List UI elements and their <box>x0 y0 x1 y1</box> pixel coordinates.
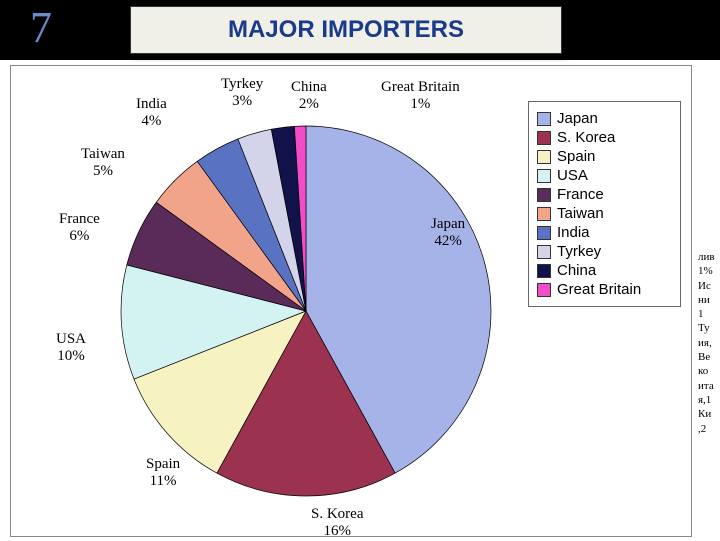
legend-label: Tyrkey <box>557 243 601 260</box>
chart-area: Japan42%S. Korea16%Spain11%USA10%France6… <box>10 65 692 537</box>
side-text-fragment: лив1%Исни1Туия,Векоитая,1Ки,2 <box>698 250 720 436</box>
legend-item: S. Korea <box>537 129 672 146</box>
legend-item: Tyrkey <box>537 243 672 260</box>
legend-swatch <box>537 226 551 240</box>
legend: Japan S. Korea Spain USA France Taiwan India Ty… <box>528 101 681 307</box>
legend-label: Great Britain <box>557 281 641 298</box>
legend-item: Japan <box>537 110 672 127</box>
legend-item: Spain <box>537 148 672 165</box>
legend-label: China <box>557 262 596 279</box>
legend-swatch <box>537 188 551 202</box>
legend-swatch <box>537 131 551 145</box>
legend-item: Great Britain <box>537 281 672 298</box>
legend-swatch <box>537 169 551 183</box>
slice-label: Tyrkey3% <box>221 76 263 111</box>
legend-swatch <box>537 150 551 164</box>
legend-swatch <box>537 207 551 221</box>
legend-item: USA <box>537 167 672 184</box>
legend-label: Taiwan <box>557 205 604 222</box>
legend-item: China <box>537 262 672 279</box>
legend-item: France <box>537 186 672 203</box>
legend-label: USA <box>557 167 588 184</box>
legend-swatch <box>537 112 551 126</box>
legend-label: S. Korea <box>557 129 615 146</box>
slice-label: France6% <box>59 211 100 246</box>
slice-label: Great Britain1% <box>381 79 460 114</box>
legend-item: India <box>537 224 672 241</box>
slice-label: USA10% <box>56 331 86 366</box>
slice-label: Japan42% <box>431 216 465 251</box>
legend-label: Spain <box>557 148 595 165</box>
legend-label: India <box>557 224 590 241</box>
legend-label: France <box>557 186 604 203</box>
header-bar: 7 MAJOR IMPORTERS <box>0 0 720 60</box>
slice-label: India4% <box>136 96 167 131</box>
legend-swatch <box>537 245 551 259</box>
slice-label: S. Korea16% <box>311 506 364 541</box>
legend-swatch <box>537 264 551 278</box>
legend-item: Taiwan <box>537 205 672 222</box>
legend-swatch <box>537 283 551 297</box>
title: MAJOR IMPORTERS <box>130 6 562 54</box>
legend-label: Japan <box>557 110 598 127</box>
slice-label: Spain11% <box>146 456 180 491</box>
slice-label: Taiwan5% <box>81 146 125 181</box>
slide-number: 7 <box>30 2 52 53</box>
slice-label: China2% <box>291 79 327 114</box>
